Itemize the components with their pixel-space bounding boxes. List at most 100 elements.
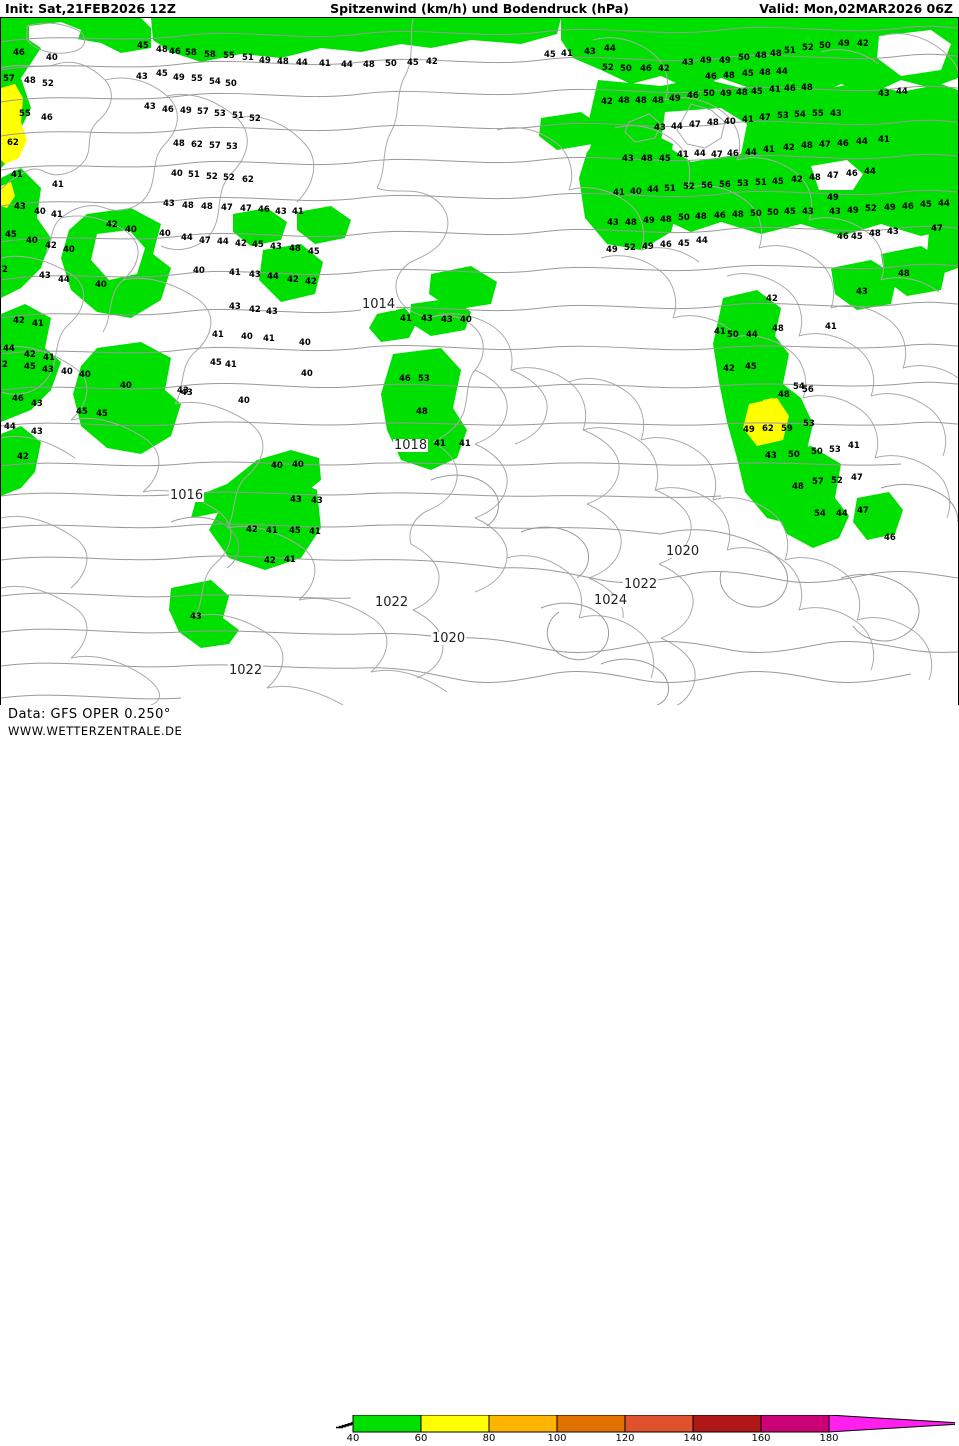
legend-tick-label: 40 — [346, 1433, 360, 1444]
wind-value-label: 41 — [266, 526, 278, 536]
wind-value-label: 52 — [206, 172, 218, 182]
wind-value-label: 44 — [745, 148, 757, 158]
wind-value-label: 48 — [898, 269, 910, 279]
legend-tick-label: 60 — [414, 1433, 428, 1444]
wind-value-label: 50 — [788, 450, 800, 460]
wind-value-label: 49 — [259, 56, 271, 66]
wind-value-label: 43 — [270, 242, 282, 252]
wind-value-label: 42 — [601, 97, 613, 107]
map-graphics — [1, 18, 958, 705]
wind-value-label: 54 — [794, 110, 806, 120]
wind-value-label: 44 — [3, 344, 15, 354]
wind-value-label: 48 — [660, 215, 672, 225]
wind-value-label: 48 — [625, 218, 637, 228]
wind-value-label: 44 — [746, 330, 758, 340]
wind-value-label: 51 — [664, 184, 676, 194]
wind-value-label: 41 — [677, 150, 689, 160]
wind-value-label: 43 — [163, 199, 175, 209]
wind-value-label: 46 — [399, 374, 411, 384]
wind-value-label: 48 — [772, 324, 784, 334]
wind-value-label: 48 — [770, 49, 782, 59]
wind-value-label: 2 — [2, 360, 8, 370]
wind-value-label: 42 — [24, 350, 36, 360]
wind-value-label: 54 — [814, 509, 826, 519]
wind-value-label: 45 — [751, 87, 763, 97]
isobar-pressure-label: 1022 — [374, 595, 410, 610]
wind-value-label: 2 — [2, 265, 8, 275]
wind-value-label: 48 — [809, 173, 821, 183]
wind-value-label: 42 — [246, 525, 258, 535]
wind-value-label: 62 — [242, 175, 254, 185]
legend-tick-label: 180 — [819, 1433, 839, 1444]
wind-value-label: 45 — [544, 50, 556, 60]
wind-value-label: 46 — [837, 139, 849, 149]
wind-value-label: 44 — [694, 149, 706, 159]
wind-value-label: 44 — [217, 237, 229, 247]
wind-value-label: 56 — [719, 180, 731, 190]
wind-value-label: 46 — [169, 47, 181, 57]
wind-value-label: 57 — [812, 477, 824, 487]
wind-value-label: 50 — [750, 209, 762, 219]
wind-value-label: 42 — [305, 277, 317, 287]
wind-value-label: 42 — [857, 39, 869, 49]
wind-value-label: 42 — [658, 64, 670, 74]
wind-value-label: 43 — [622, 154, 634, 164]
wind-value-label: 50 — [767, 208, 779, 218]
map-header: Init: Sat,21FEB2026 12Z Spitzenwind (km/… — [0, 0, 959, 17]
wind-value-label: 40 — [724, 117, 736, 127]
wind-value-label: 44 — [864, 167, 876, 177]
wind-value-label: 52 — [802, 43, 814, 53]
weather-map-canvas[interactable]: 46 40 45 48 46 58 58 55 51 49 48 44 41 44 48 50 45 42 45 41… — [0, 17, 959, 706]
wind-value-label: 50 — [811, 447, 823, 457]
wind-value-label: 45 — [76, 407, 88, 417]
wind-value-label: 48 — [201, 202, 213, 212]
wind-value-label: 45 — [784, 207, 796, 217]
wind-value-label: 48 — [416, 407, 428, 417]
wind-value-label: 51 — [188, 170, 200, 180]
wind-value-label: 45 — [742, 69, 754, 79]
wind-value-label: 48 — [792, 482, 804, 492]
isobar-pressure-label: 1014 — [361, 297, 397, 312]
wind-value-label: 47 — [199, 236, 211, 246]
wind-value-label: 44 — [938, 199, 950, 209]
wind-value-label: 48 — [707, 118, 719, 128]
wind-value-label: 46 — [660, 240, 672, 250]
color-scale-legend[interactable]: 40 60 80 100 120 140 160 180 — [335, 1415, 955, 1446]
wind-value-label: 44 — [776, 67, 788, 77]
wind-value-label: 43 — [181, 388, 193, 398]
isobar-pressure-label: 1018 — [393, 438, 429, 453]
wind-value-label: 42 — [249, 305, 261, 315]
wind-value-label: 47 — [711, 150, 723, 160]
wind-value-label: 45 — [308, 247, 320, 257]
wind-value-label: 43 — [887, 227, 899, 237]
wind-value-label: 43 — [229, 302, 241, 312]
wind-value-label: 41 — [32, 319, 44, 329]
wind-value-label: 49 — [180, 106, 192, 116]
wind-value-label: 48 — [635, 96, 647, 106]
wind-value-label: 49 — [847, 206, 859, 216]
wind-value-label: 41 — [11, 170, 23, 180]
legend-tick-label: 120 — [615, 1433, 635, 1444]
wind-value-label: 43 — [830, 109, 842, 119]
wind-value-label: 40 — [171, 169, 183, 179]
wind-value-label: 54 — [209, 77, 221, 87]
wind-value-label: 51 — [232, 111, 244, 121]
wind-value-label: 42 — [17, 452, 29, 462]
wind-value-label: 40 — [292, 460, 304, 470]
wind-value-label: 40 — [125, 225, 137, 235]
wind-value-label: 44 — [856, 137, 868, 147]
wind-value-label: 49 — [884, 203, 896, 213]
wind-value-label: 48 — [641, 154, 653, 164]
wind-value-label: 43 — [829, 207, 841, 217]
wind-value-label: 43 — [878, 89, 890, 99]
wind-value-label: 48 — [618, 96, 630, 106]
wind-value-label: 42 — [13, 316, 25, 326]
wind-value-label: 40 — [193, 266, 205, 276]
wind-value-label: 53 — [418, 374, 430, 384]
country-borders — [1, 18, 958, 705]
wind-value-label: 45 — [5, 230, 17, 240]
wind-value-label: 49 — [838, 39, 850, 49]
wind-value-label: 44 — [696, 236, 708, 246]
wind-value-label: 43 — [421, 314, 433, 324]
wind-value-label: 40 — [79, 370, 91, 380]
